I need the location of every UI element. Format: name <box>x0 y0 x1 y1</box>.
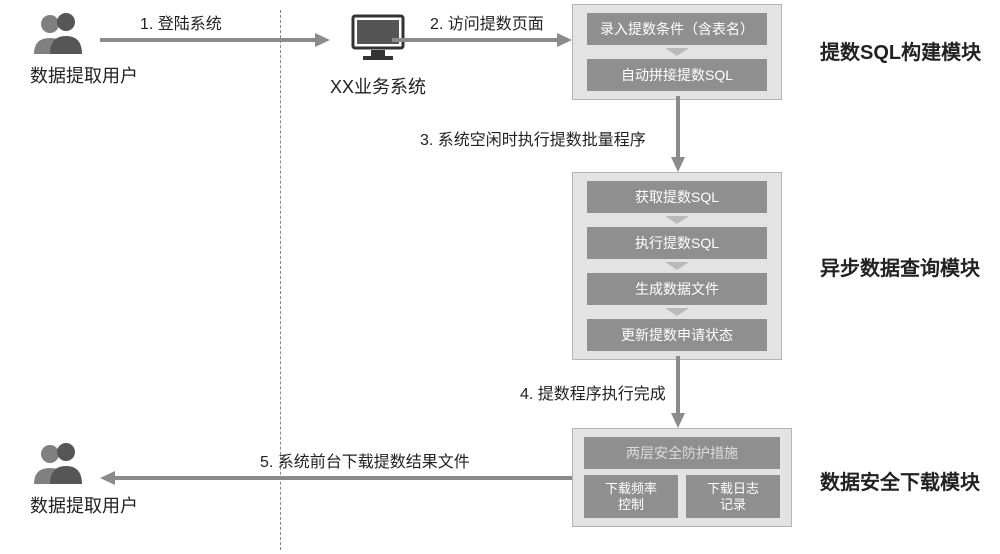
arrow-5-label: 5. 系统前台下载提数结果文件 <box>260 448 470 472</box>
module3-title: 数据安全下载模块 <box>820 466 980 495</box>
chevron-down-icon <box>665 262 689 270</box>
arrow-1-label: 1. 登陆系统 <box>140 10 222 34</box>
arrow-4 <box>668 356 688 428</box>
module3-sub2: 下载日志 记录 <box>686 475 780 518</box>
module2-box: 获取提数SQL 执行提数SQL 生成数据文件 更新提数申请状态 <box>572 172 782 360</box>
module3-box: 两层安全防护措施 下载频率 控制 下载日志 记录 <box>572 428 792 527</box>
module2-step2: 执行提数SQL <box>587 227 767 259</box>
chevron-down-icon <box>665 216 689 224</box>
arrow-3-label: 3. 系统空闲时执行提数批量程序 <box>420 126 646 150</box>
module1-title: 提数SQL构建模块 <box>820 36 981 65</box>
module3-sub-row: 下载频率 控制 下载日志 记录 <box>584 475 780 518</box>
module2-step4: 更新提数申请状态 <box>587 319 767 351</box>
chevron-down-icon <box>665 48 689 56</box>
module2-title: 异步数据查询模块 <box>820 252 980 281</box>
module3-sub1: 下载频率 控制 <box>584 475 678 518</box>
user-top-label: 数据提取用户 <box>30 62 138 88</box>
module1-step2: 自动拼接提数SQL <box>587 59 767 91</box>
users-icon <box>30 10 90 56</box>
users-icon <box>30 440 90 486</box>
chevron-down-icon <box>665 308 689 316</box>
arrow-3 <box>668 96 688 172</box>
module2-step3: 生成数据文件 <box>587 273 767 305</box>
arrow-4-label: 4. 提数程序执行完成 <box>520 380 666 404</box>
arrow-2-label: 2. 访问提数页面 <box>430 10 544 34</box>
module3-header: 两层安全防护措施 <box>584 437 780 469</box>
module1-step1: 录入提数条件（含表名） <box>587 13 767 45</box>
system-block: XX业务系统 <box>330 14 426 99</box>
user-bottom-label: 数据提取用户 <box>30 492 138 518</box>
system-label: XX业务系统 <box>330 73 426 99</box>
module1-box: 录入提数条件（含表名） 自动拼接提数SQL <box>572 4 782 100</box>
module2-step1: 获取提数SQL <box>587 181 767 213</box>
